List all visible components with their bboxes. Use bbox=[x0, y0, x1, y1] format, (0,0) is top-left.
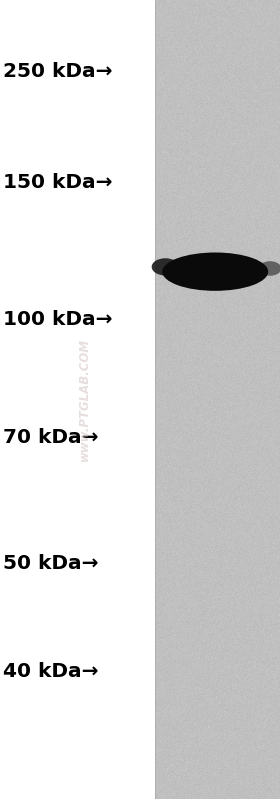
Text: 150 kDa→: 150 kDa→ bbox=[3, 173, 112, 192]
Ellipse shape bbox=[259, 261, 280, 276]
Text: 250 kDa→: 250 kDa→ bbox=[3, 62, 112, 81]
Text: 70 kDa→: 70 kDa→ bbox=[3, 427, 98, 447]
Text: www.PTGLAB.COM: www.PTGLAB.COM bbox=[78, 338, 90, 461]
Text: 40 kDa→: 40 kDa→ bbox=[3, 662, 98, 681]
Text: 100 kDa→: 100 kDa→ bbox=[3, 310, 112, 329]
Ellipse shape bbox=[162, 252, 268, 291]
Ellipse shape bbox=[152, 258, 179, 276]
Text: 50 kDa→: 50 kDa→ bbox=[3, 554, 98, 573]
Bar bbox=[155, 0, 280, 799]
